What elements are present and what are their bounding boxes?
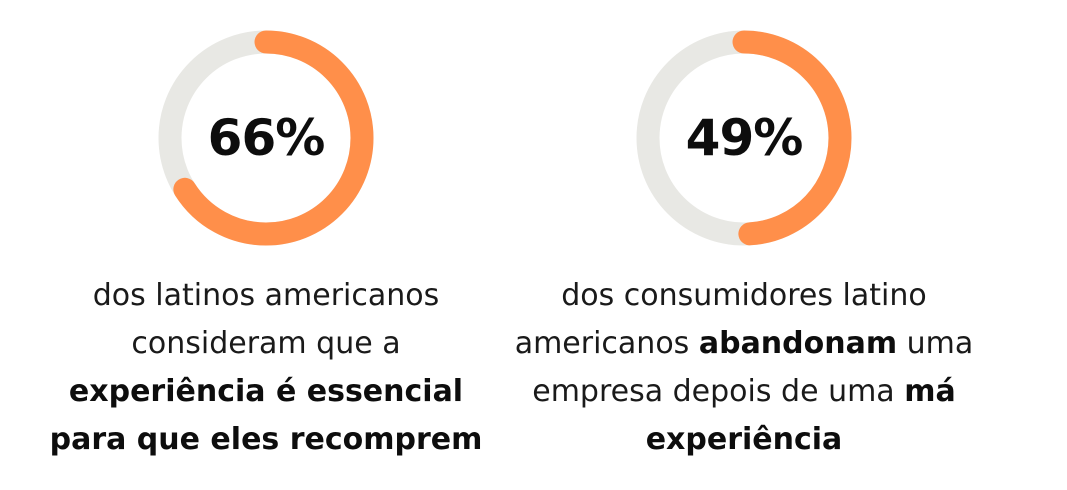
caption-text: uma [897, 326, 974, 361]
caption-line: para que eles recomprem [36, 416, 496, 464]
caption-text: dos consumidores latino [561, 278, 927, 313]
caption-text-bold: para que eles recomprem [49, 422, 483, 457]
caption-text: dos latinos americanos [92, 278, 440, 313]
caption-text: empresa depois de uma [532, 374, 905, 409]
donut-value-label-2: 49% [685, 109, 804, 167]
donut-chart-1: 66% [156, 28, 376, 248]
caption-line: experiência [514, 416, 974, 464]
donut-fill-2 [636, 30, 852, 246]
caption-line: dos latinos americanos [36, 272, 496, 320]
stat-caption-2: dos consumidores latino americanos abando… [514, 272, 974, 464]
caption-text-bold: experiência é essencial [68, 374, 464, 409]
caption-line: americanos abandonam uma [514, 320, 974, 368]
caption-text-bold: experiência [645, 422, 843, 457]
stat-card-2: 49% dos consumidores latino americanos ab… [514, 0, 974, 490]
caption-line: dos consumidores latino [514, 272, 974, 320]
caption-text: americanos [514, 326, 699, 361]
donut-value-label-1: 66% [207, 109, 326, 167]
caption-line: empresa depois de uma má [514, 368, 974, 416]
stat-card-1: 66% dos latinos americanos consideram que… [36, 0, 496, 490]
caption-line: experiência é essencial [36, 368, 496, 416]
donut-fill-1 [158, 30, 374, 246]
donut-svg-1 [158, 30, 374, 246]
caption-line: consideram que a [36, 320, 496, 368]
donut-chart-2: 49% [634, 28, 854, 248]
caption-text-bold: má [904, 374, 956, 409]
caption-text-bold: abandonam [698, 326, 898, 361]
caption-text: consideram que a [131, 326, 401, 361]
stat-caption-1: dos latinos americanos consideram que a ex… [36, 272, 496, 464]
donut-svg-2 [636, 30, 852, 246]
